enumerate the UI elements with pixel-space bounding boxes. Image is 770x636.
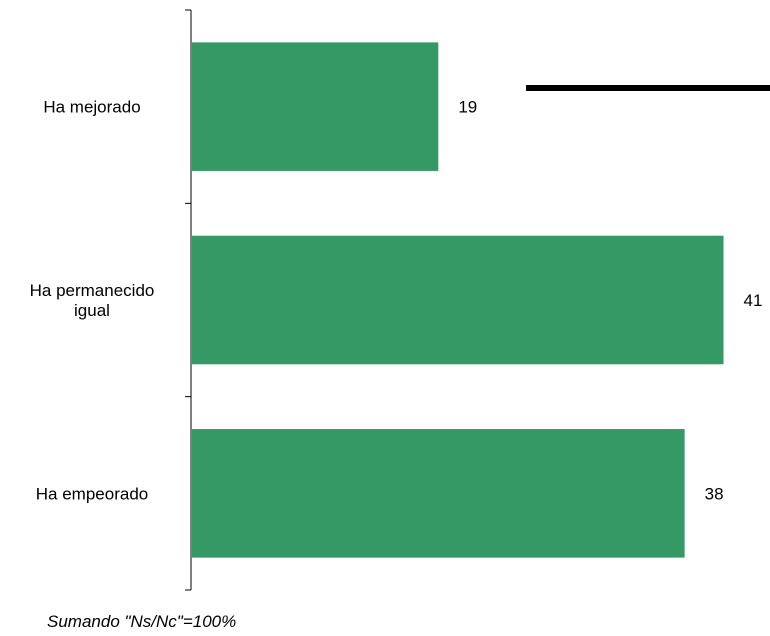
category-label: Ha permanecido igual	[30, 281, 155, 320]
data-label: 19	[458, 98, 477, 117]
data-label: 38	[705, 484, 724, 503]
category-label: Ha empeorado	[36, 484, 148, 503]
footnote: Sumando "Ns/Nc"=100%	[47, 612, 237, 631]
bar	[192, 235, 724, 365]
category-label-line: Ha empeorado	[36, 484, 148, 503]
bar	[192, 42, 439, 171]
category-label-line: Ha mejorado	[43, 98, 140, 117]
category-label-line: igual	[74, 301, 110, 320]
bars-group: 19 Ha mejorado 41 Ha permanecido igual 38 Ha e…	[30, 42, 763, 558]
category-label-line: Ha permanecido	[30, 281, 155, 300]
data-label: 41	[744, 291, 763, 310]
bar	[192, 429, 685, 558]
category-label: Ha mejorado	[43, 98, 140, 117]
